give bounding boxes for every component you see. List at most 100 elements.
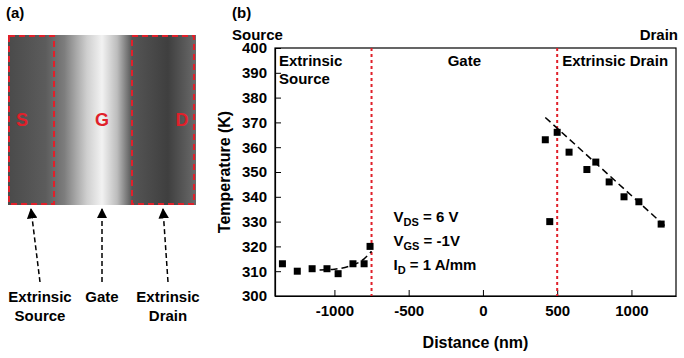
panel-letter: (b)	[232, 4, 251, 21]
micrograph	[8, 35, 196, 205]
data-point	[546, 218, 553, 225]
data-point	[323, 265, 330, 272]
data-point	[309, 265, 316, 272]
region-label: Gate	[85, 288, 118, 305]
data-point	[658, 221, 665, 228]
arrow	[101, 209, 103, 282]
annotation: ID = 1 A/mm	[394, 256, 477, 276]
x-tick: -1000	[316, 290, 354, 319]
y-tick-mark	[275, 222, 281, 223]
plot-texts: ExtrinsicSource Gate Extrinsic Drain VDS = …	[279, 52, 668, 276]
y-tick-mark	[275, 197, 281, 198]
y-tick-mark	[275, 172, 281, 173]
x-tick-label: -500	[394, 302, 424, 319]
x-tick-mark	[334, 290, 335, 296]
y-axis-title: Temperature (K)	[216, 111, 233, 233]
text-line: Source	[279, 70, 330, 87]
panel-b: (b) Source Drain -1000 -500 0 500 1000 300 310 320…	[216, 4, 678, 351]
annotation-tail: = -1V	[419, 232, 459, 249]
x-tick: -500	[394, 290, 424, 319]
text-line: Gate	[85, 288, 118, 305]
y-tick-mark	[275, 122, 281, 123]
annotation: VGS = -1V	[394, 232, 460, 252]
text-line: Drain	[149, 307, 187, 324]
region-label: Gate	[448, 52, 481, 69]
region-boundary	[556, 48, 558, 296]
annotation-tail: = 1 A/mm	[406, 256, 477, 273]
y-tick-mark	[275, 48, 281, 49]
data-point	[542, 136, 549, 143]
y-tick: 340	[242, 188, 281, 205]
annotation: VDS = 6 V	[394, 208, 459, 228]
y-tick: 360	[242, 139, 281, 156]
y-tick-label: 350	[242, 163, 267, 180]
text-line: Gate	[448, 52, 481, 69]
plot-marks	[279, 48, 666, 296]
data-point	[554, 129, 561, 136]
x-axis: -1000 -500 0 500 1000	[276, 290, 677, 319]
data-point	[349, 260, 356, 267]
y-axis: 300 310 320 330 340 350 360 370 380 390 400	[242, 39, 281, 304]
x-tick: 0	[479, 290, 487, 319]
data-point	[367, 243, 374, 250]
x-tick-mark	[483, 290, 484, 296]
y-tick-label: 320	[242, 238, 267, 255]
source-box	[9, 36, 54, 204]
x-tick-mark	[631, 290, 632, 296]
arrow	[163, 209, 168, 282]
text-line: Extrinsic	[279, 52, 342, 69]
y-tick-mark	[275, 296, 281, 297]
y-tick-label: 310	[242, 263, 267, 280]
fit-line	[545, 117, 665, 226]
region-letter: D	[176, 110, 189, 130]
x-tick-label: -1000	[316, 302, 354, 319]
y-tick-label: 340	[242, 188, 267, 205]
y-tick: 380	[242, 89, 281, 106]
top-label: Drain	[640, 26, 678, 43]
y-tick: 400	[242, 39, 281, 56]
figure: (a)SGDExtrinsicSourceGateExtrinsicDrain(…	[0, 0, 684, 358]
x-tick-label: 1000	[615, 302, 648, 319]
x-tick: 1000	[615, 290, 648, 319]
plot-frame	[275, 48, 676, 296]
x-tick-label: 0	[479, 302, 487, 319]
data-point	[635, 198, 642, 205]
y-tick-mark	[275, 271, 281, 272]
data-point	[621, 193, 628, 200]
data-point	[294, 268, 301, 275]
region-boundary	[371, 48, 373, 296]
region-label: Extrinsic Drain	[562, 52, 668, 69]
data-point	[361, 260, 368, 267]
y-tick-mark	[275, 246, 281, 247]
y-tick-label: 390	[242, 64, 267, 81]
panel-a: (a)SGDExtrinsicSourceGateExtrinsicDrain	[6, 4, 200, 324]
y-tick: 370	[242, 114, 281, 131]
y-tick-label: 330	[242, 213, 267, 230]
y-tick: 350	[242, 163, 281, 180]
text-line: Extrinsic	[8, 288, 71, 305]
data-point	[606, 178, 613, 185]
annotation-main: V	[394, 232, 404, 249]
region-label: Extrinsic Drain	[136, 288, 199, 324]
y-tick-label: 360	[242, 139, 267, 156]
annotation-main: V	[394, 208, 404, 225]
y-tick: 390	[242, 64, 281, 81]
x-tick-label: 500	[545, 302, 570, 319]
y-tick-label: 400	[242, 39, 267, 56]
annotation-sub: DS	[404, 216, 419, 228]
y-tick-label: 300	[242, 287, 267, 304]
y-tick: 330	[242, 213, 281, 230]
data-point	[583, 166, 590, 173]
y-tick: 310	[242, 263, 281, 280]
panel-letter: (a)	[6, 4, 24, 21]
y-tick-label: 370	[242, 114, 267, 131]
data-point	[335, 270, 342, 277]
text-line: Extrinsic	[136, 288, 199, 305]
annotation-sub: GS	[404, 240, 420, 252]
x-axis-line	[276, 296, 677, 297]
annotation-sub: D	[398, 264, 406, 276]
data-point	[279, 260, 286, 267]
arrow	[31, 209, 40, 282]
y-tick: 300	[242, 287, 281, 304]
region-label: ExtrinsicSource	[8, 288, 71, 324]
